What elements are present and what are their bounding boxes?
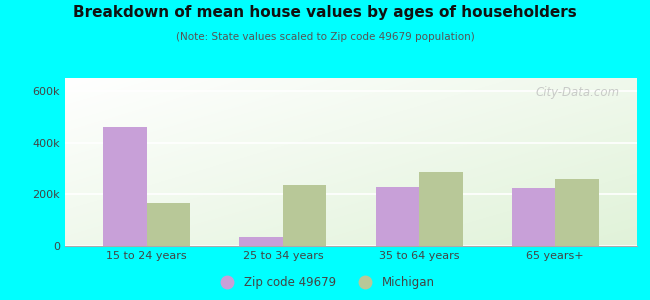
Bar <box>376 187 419 246</box>
Text: Breakdown of mean house values by ages of householders: Breakdown of mean house values by ages o… <box>73 4 577 20</box>
Bar <box>147 203 190 246</box>
Bar <box>419 172 463 246</box>
Bar <box>555 179 599 246</box>
Bar <box>103 127 147 246</box>
Legend: Zip code 49679, Michigan: Zip code 49679, Michigan <box>211 272 439 294</box>
Bar <box>512 188 555 246</box>
Text: (Note: State values scaled to Zip code 49679 population): (Note: State values scaled to Zip code 4… <box>176 32 474 41</box>
Bar <box>239 237 283 246</box>
Text: City-Data.com: City-Data.com <box>536 86 620 99</box>
Bar <box>283 185 326 246</box>
